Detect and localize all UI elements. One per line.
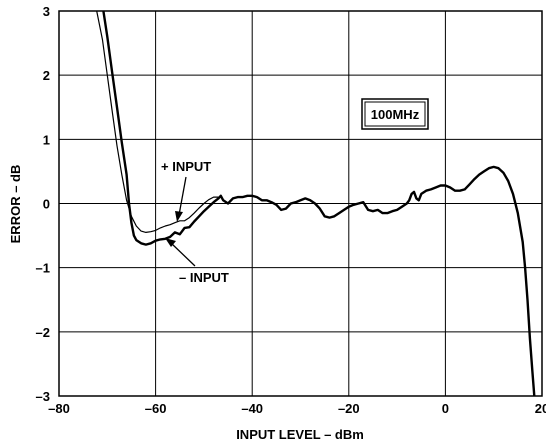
grid-lines — [58, 10, 543, 397]
y-tick-label: –3 — [36, 389, 50, 404]
y-tick-label: –2 — [36, 325, 50, 340]
frequency-box: 100MHz — [361, 98, 429, 130]
annotation-plus-input-arrowhead — [175, 211, 183, 222]
y-tick-labels: –3 –2 –1 0 1 2 3 — [36, 4, 50, 404]
y-axis-title: ERROR – dB — [8, 165, 23, 244]
minus-input-line — [102, 10, 536, 397]
annotation-minus-input-arrowhead — [165, 238, 176, 247]
x-tick-label: –40 — [241, 401, 263, 416]
plot-frame — [58, 10, 543, 397]
x-tick-label: –20 — [338, 401, 360, 416]
y-tick-label: 0 — [43, 197, 50, 212]
x-tick-label: 20 — [535, 401, 546, 416]
frequency-label: 100MHz — [371, 107, 420, 122]
plus-input-line — [96, 10, 219, 233]
y-tick-label: 1 — [43, 132, 50, 147]
frequency-box-outer — [361, 98, 429, 130]
annotation-plus-input: + INPUT — [161, 159, 211, 222]
x-axis-title: INPUT LEVEL – dBm — [236, 427, 364, 442]
x-tick-labels: –80 –60 –40 –20 0 20 — [48, 401, 546, 416]
annotation-minus-input: – INPUT — [165, 238, 229, 285]
y-tick-label: 2 — [43, 68, 50, 83]
series-lines — [96, 10, 536, 397]
x-tick-label: –80 — [48, 401, 70, 416]
y-tick-label: –1 — [36, 261, 50, 276]
annotation-plus-input-arrow — [178, 176, 187, 216]
y-tick-label: 3 — [43, 4, 50, 19]
x-tick-label: 0 — [442, 401, 449, 416]
frequency-box-inner — [364, 101, 426, 127]
x-tick-label: –60 — [145, 401, 167, 416]
annotation-minus-input-arrow — [170, 242, 196, 267]
annotation-minus-input-label: – INPUT — [179, 270, 229, 285]
annotation-plus-input-label: + INPUT — [161, 159, 211, 174]
